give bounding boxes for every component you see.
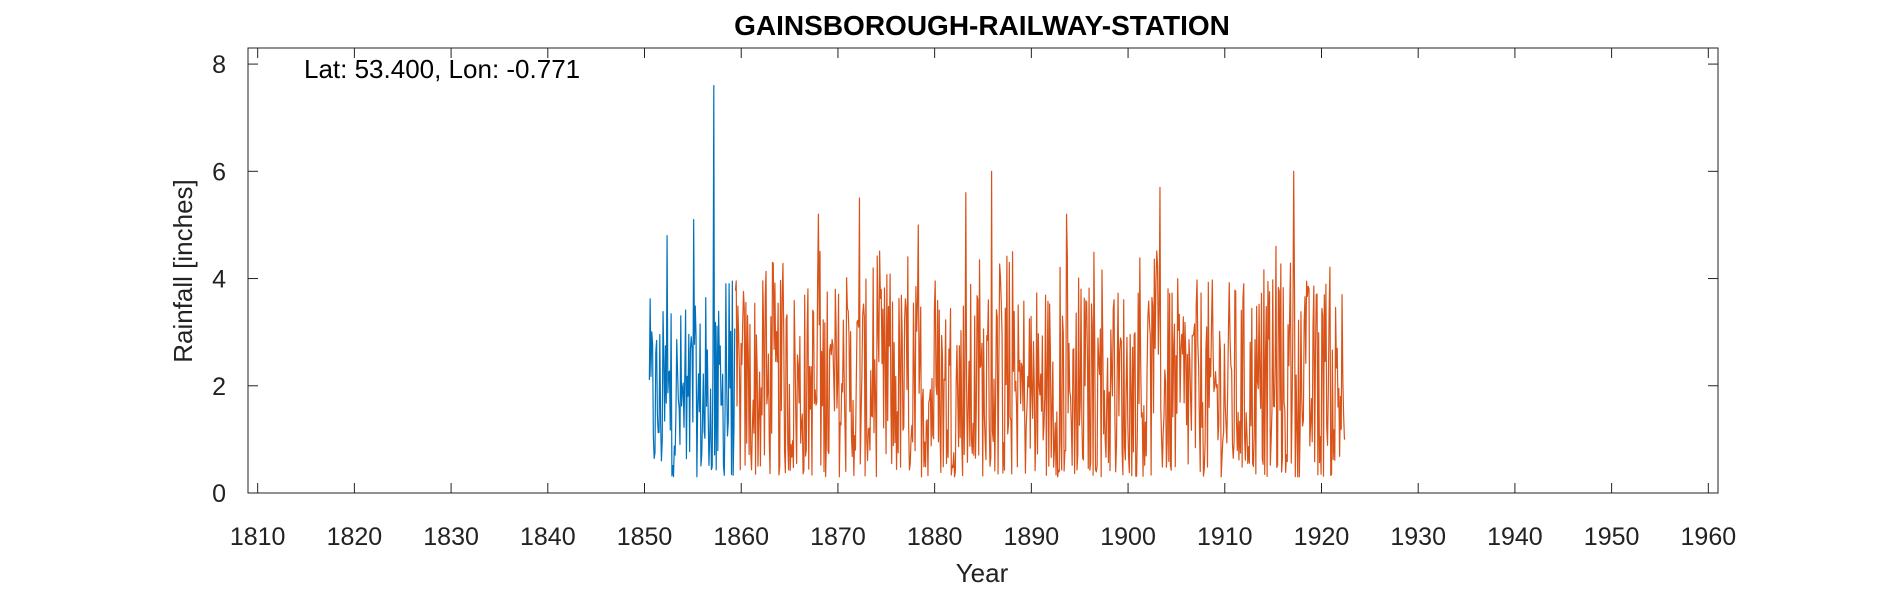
x-tick-label: 1820	[327, 523, 383, 551]
x-tick-label: 1850	[617, 523, 673, 551]
axis-ticks: 1810 1820 1830 1840 1850 1860 1870 1880 1890 1900…	[212, 48, 1736, 551]
y-tick-label: 6	[212, 158, 226, 186]
x-tick-label: 1830	[423, 523, 479, 551]
location-annotation: Lat: 53.400, Lon: -0.771	[304, 54, 580, 84]
y-tick-label: 0	[212, 480, 226, 508]
x-tick-label: 1880	[907, 523, 963, 551]
x-axis-label: Year	[956, 558, 1009, 588]
y-tick-label: 8	[212, 51, 226, 79]
x-tick-label: 1940	[1487, 523, 1543, 551]
x-tick-label: 1840	[520, 523, 576, 551]
rainfall-series-line-2	[734, 170, 1346, 478]
y-tick-label: 4	[212, 266, 226, 294]
x-tick-label: 1910	[1197, 523, 1253, 551]
x-tick-label: 1810	[230, 523, 286, 551]
series-layer	[648, 84, 1346, 478]
y-tick-label: 2	[212, 373, 226, 401]
x-tick-label: 1920	[1294, 523, 1350, 551]
rainfall-series-line-1	[648, 84, 736, 478]
x-tick-label: 1960	[1681, 523, 1737, 551]
x-tick-label: 1860	[713, 523, 769, 551]
x-tick-label: 1930	[1390, 523, 1446, 551]
x-tick-label: 1900	[1100, 523, 1156, 551]
x-tick-label: 1870	[810, 523, 866, 551]
x-tick-label: 1890	[1004, 523, 1060, 551]
y-axis-label: Rainfall [inches]	[168, 179, 198, 363]
x-tick-label: 1950	[1584, 523, 1640, 551]
chart-title: GAINSBOROUGH-RAILWAY-STATION	[734, 10, 1230, 41]
